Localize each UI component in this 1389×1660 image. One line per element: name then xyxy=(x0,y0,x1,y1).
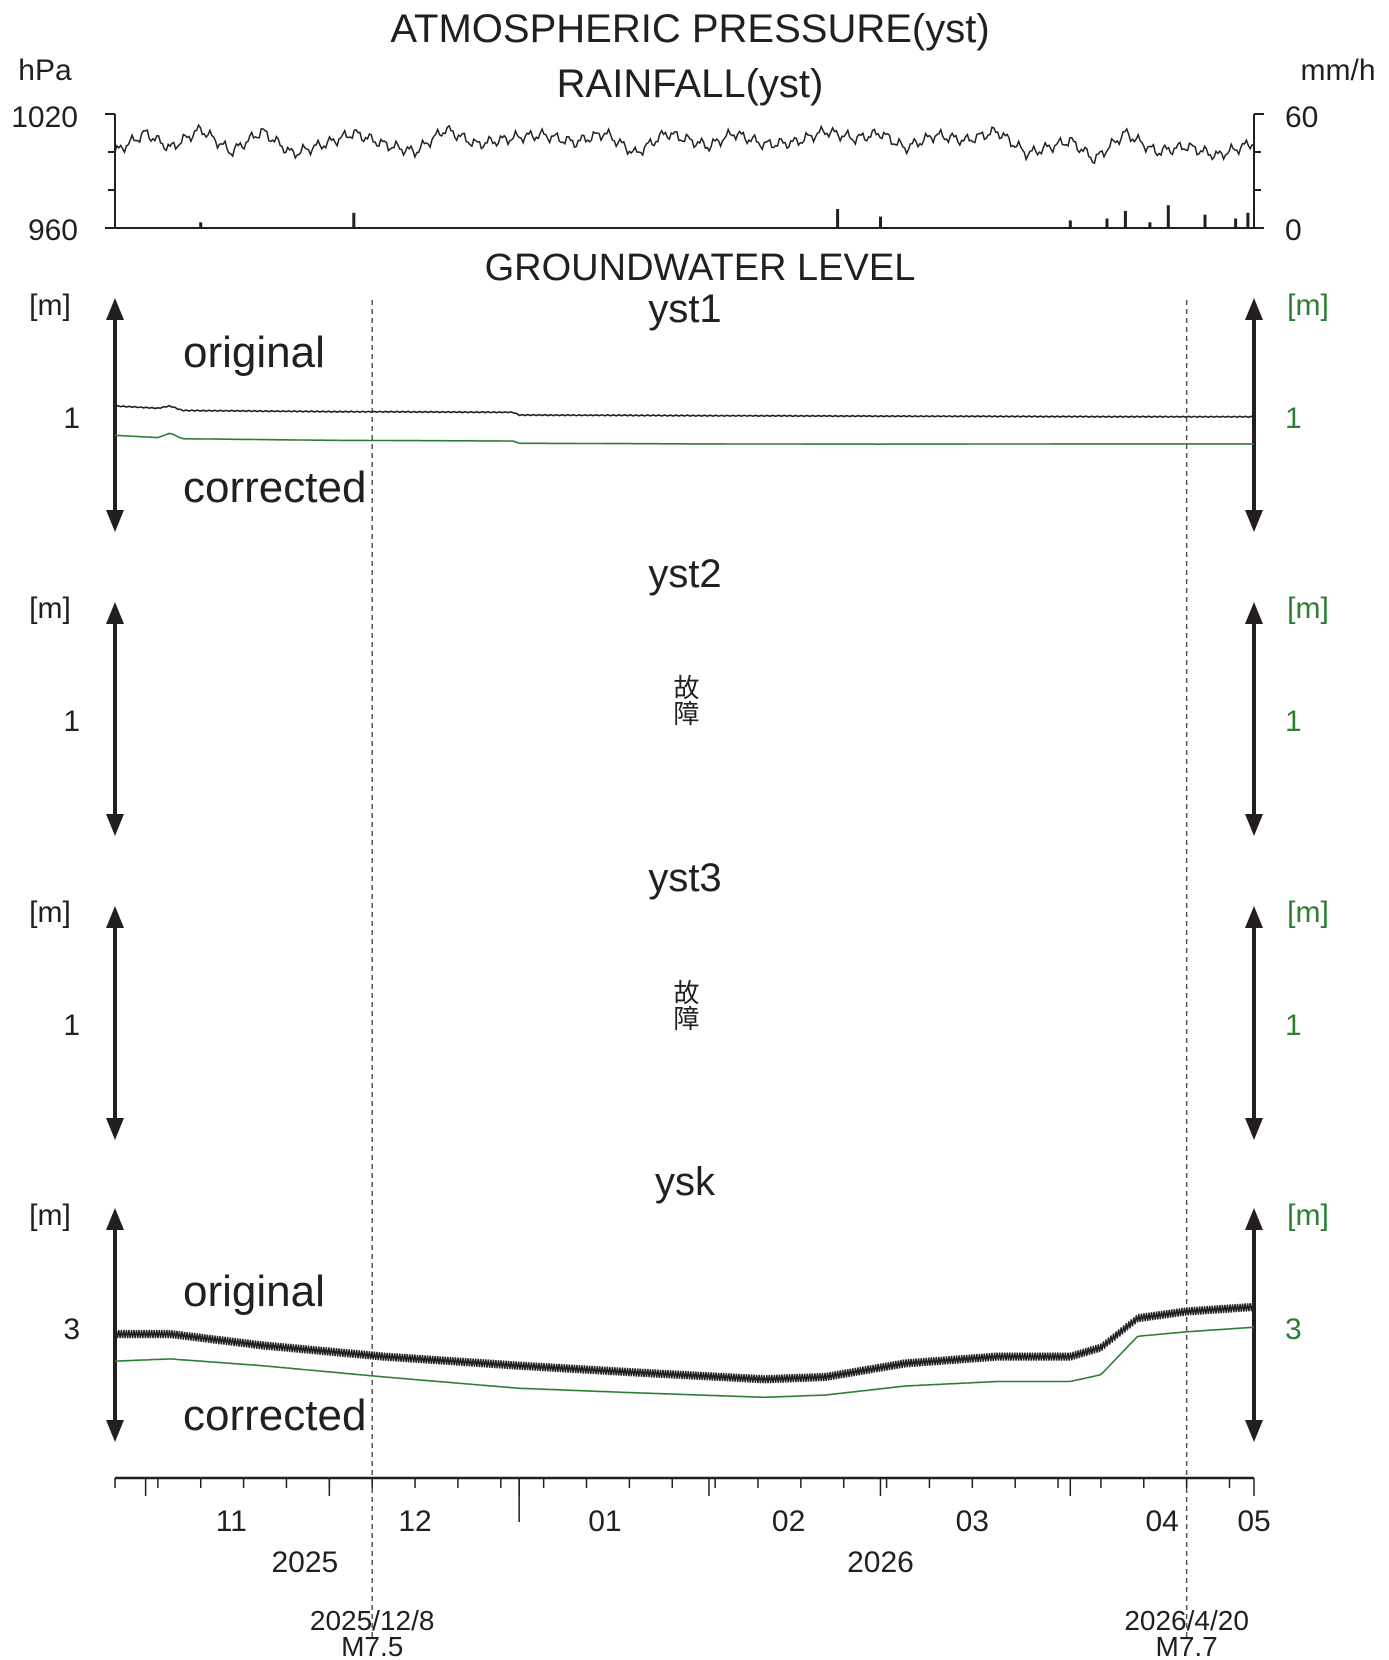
pressure-tick-bottom: 960 xyxy=(28,214,78,247)
rain-bar xyxy=(1123,210,1127,228)
yst1-original-series-line xyxy=(114,404,1255,419)
ysk-corrected-series-line xyxy=(114,1326,1255,1399)
pressure-unit-left: hPa xyxy=(18,54,72,87)
original-label-yst1: original xyxy=(183,328,325,377)
panel-yst3: yst3 [m] [m] 1 1 故障 xyxy=(29,856,1329,1140)
yst1-corrected-series-line xyxy=(114,432,1254,446)
panel-yst2: yst2 [m] [m] 1 1 故障 xyxy=(29,552,1329,836)
tick-right-yst3: 1 xyxy=(1285,1009,1302,1042)
chart-title-line1: ATMOSPHERIC PRESSURE(yst) xyxy=(390,7,989,51)
rain-tick-bottom: 0 xyxy=(1285,214,1302,247)
year-label-2025: 2025 xyxy=(271,1546,338,1579)
tick-left-yst3: 1 xyxy=(63,1009,80,1042)
event-date-label-0: 2025/12/8 xyxy=(310,1605,435,1636)
rain-bar xyxy=(352,212,356,228)
tick-left-yst1: 1 xyxy=(63,402,80,435)
unit-right-yst3: [m] xyxy=(1287,896,1329,929)
panel-yst1: yst1 [m] [m] 1 1 original corrected xyxy=(29,287,1329,532)
month-label-01: 01 xyxy=(588,1505,621,1538)
rain-bar xyxy=(1166,205,1170,228)
rain-bar xyxy=(1203,214,1207,228)
rain-bar xyxy=(1068,220,1072,228)
rain-bar xyxy=(1148,222,1152,228)
station-label-yst2: yst2 xyxy=(648,552,721,596)
rain-tick-top: 60 xyxy=(1285,101,1318,134)
month-label-11: 11 xyxy=(216,1505,247,1538)
unit-left-yst3: [m] xyxy=(29,896,71,929)
rain-bar xyxy=(1105,218,1109,228)
month-label-04: 04 xyxy=(1145,1505,1178,1538)
unit-left-yst2: [m] xyxy=(29,592,71,625)
range-arrow-right-ysk xyxy=(1245,1208,1263,1442)
year-label-2026: 2026 xyxy=(847,1546,914,1579)
range-arrow-left-yst3 xyxy=(106,906,124,1140)
corrected-label-yst1: corrected xyxy=(183,463,366,512)
chart-title-line2: RAINFALL(yst) xyxy=(557,62,824,106)
rain-bar xyxy=(1234,218,1238,228)
tick-left-yst2: 1 xyxy=(63,705,80,738)
unit-right-yst2: [m] xyxy=(1287,592,1329,625)
rain-unit-right: mm/h xyxy=(1301,54,1376,87)
pressure-axes xyxy=(105,113,1264,229)
rain-bar xyxy=(199,222,203,228)
month-label-12: 12 xyxy=(398,1505,431,1538)
range-arrow-right-yst2 xyxy=(1245,602,1263,836)
station-label-yst1: yst1 xyxy=(648,287,721,331)
tick-right-yst1: 1 xyxy=(1285,402,1302,435)
event-date-label-1: 2026/4/20 xyxy=(1124,1605,1249,1636)
time-axis xyxy=(114,1476,1255,1522)
range-arrow-right-yst1 xyxy=(1245,298,1263,532)
tick-left-ysk: 3 xyxy=(63,1313,80,1346)
rainfall-bars xyxy=(199,205,1250,228)
month-label-03: 03 xyxy=(956,1505,989,1538)
unit-left-yst1: [m] xyxy=(29,289,71,322)
corrected-label-ysk: corrected xyxy=(183,1391,366,1440)
unit-right-ysk: [m] xyxy=(1287,1199,1329,1232)
panel-ysk: ysk [m] [m] 3 3 original corrected xyxy=(29,1160,1329,1442)
pressure-series-line xyxy=(114,123,1255,165)
range-arrow-right-yst3 xyxy=(1245,906,1263,1140)
original-label-ysk: original xyxy=(183,1267,325,1316)
pressure-tick-top: 1020 xyxy=(11,101,78,134)
station-label-yst3: yst3 xyxy=(648,856,721,900)
range-arrow-left-yst2 xyxy=(106,602,124,836)
status-text-yst3: 故障 xyxy=(670,979,700,1031)
rain-bar xyxy=(836,209,840,228)
rain-bar xyxy=(879,216,882,228)
status-text-yst2: 故障 xyxy=(670,674,700,726)
station-label-ysk: ysk xyxy=(655,1160,716,1204)
event-magnitude-label-0: M7.5 xyxy=(341,1631,403,1660)
ysk-original-series-line xyxy=(114,1302,1255,1384)
month-label-02: 02 xyxy=(772,1505,805,1538)
unit-left-ysk: [m] xyxy=(29,1199,71,1232)
tick-right-ysk: 3 xyxy=(1285,1313,1302,1346)
unit-right-yst1: [m] xyxy=(1287,289,1329,322)
event-magnitude-label-1: M7.7 xyxy=(1156,1631,1218,1660)
groundwater-section-title: GROUNDWATER LEVEL xyxy=(485,247,916,289)
range-arrow-left-yst1 xyxy=(106,298,124,532)
month-label-05: 05 xyxy=(1237,1505,1270,1538)
range-arrow-left-ysk xyxy=(106,1208,124,1442)
rain-bar xyxy=(1246,212,1250,228)
tick-right-yst2: 1 xyxy=(1285,705,1302,738)
time-axis-ticks xyxy=(114,1478,1255,1522)
